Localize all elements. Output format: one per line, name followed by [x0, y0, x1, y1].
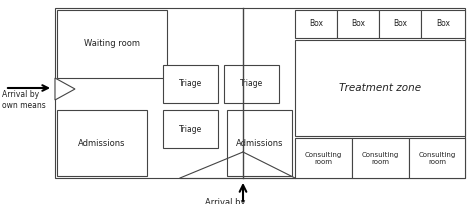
Bar — [224, 65, 279, 103]
Text: Box: Box — [351, 20, 365, 29]
Text: Box: Box — [393, 20, 407, 29]
Text: Triage: Triage — [179, 80, 202, 89]
Text: Consulting
room: Consulting room — [419, 152, 456, 164]
Text: Box: Box — [436, 20, 450, 29]
Text: Consulting
room: Consulting room — [362, 152, 399, 164]
Bar — [409, 138, 465, 178]
Bar — [295, 10, 337, 38]
Bar — [295, 138, 352, 178]
Bar — [57, 10, 167, 78]
Text: Admissions: Admissions — [78, 139, 126, 147]
Bar — [163, 65, 218, 103]
Text: Triage: Triage — [179, 124, 202, 133]
Bar — [55, 8, 465, 178]
Bar — [163, 110, 218, 148]
Bar — [352, 138, 409, 178]
Text: Admissions: Admissions — [236, 139, 283, 147]
Bar — [57, 110, 147, 176]
Bar — [421, 10, 465, 38]
Text: Waiting room: Waiting room — [84, 40, 140, 49]
Polygon shape — [55, 78, 75, 100]
Text: Arrival by
own means: Arrival by own means — [2, 90, 46, 110]
Bar — [295, 40, 465, 136]
Bar — [337, 10, 379, 38]
Text: Treatment zone: Treatment zone — [339, 83, 421, 93]
Bar — [227, 110, 292, 176]
Text: Box: Box — [309, 20, 323, 29]
Bar — [379, 10, 421, 38]
Text: Triage: Triage — [240, 80, 263, 89]
Text: Arrival by
Ambulance: Arrival by Ambulance — [201, 198, 249, 204]
Text: Consulting
room: Consulting room — [305, 152, 342, 164]
